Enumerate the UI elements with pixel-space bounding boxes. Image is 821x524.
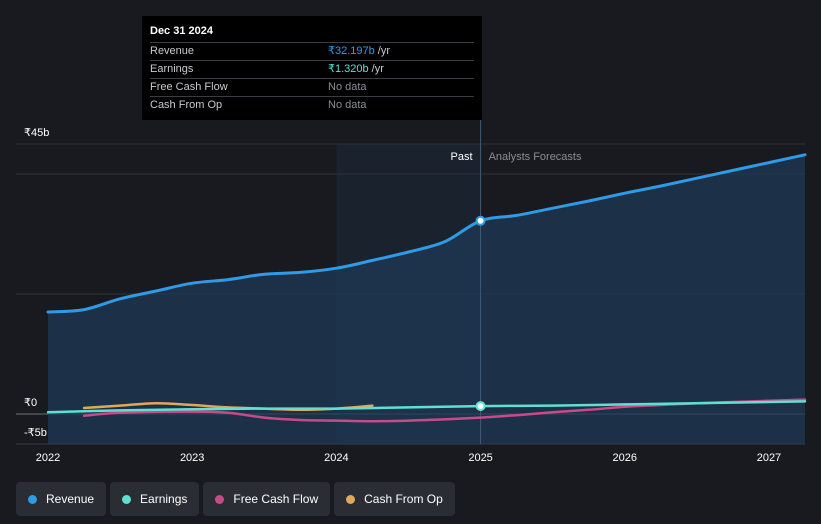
tooltip-row-cash-from-op: Cash From Op No data <box>150 96 474 114</box>
tooltip-panel: Dec 31 2024 Revenue ₹32.197b /yr Earning… <box>142 16 482 120</box>
marker-earnings <box>475 401 486 412</box>
x-tick-label: 2022 <box>36 452 60 464</box>
tooltip-row-revenue: Revenue ₹32.197b /yr <box>150 42 474 60</box>
legend-item-earnings[interactable]: Earnings <box>110 482 200 516</box>
revenue-area <box>48 154 805 445</box>
tooltip-date: Dec 31 2024 <box>150 25 213 37</box>
x-tick-label: 2023 <box>180 452 204 464</box>
tooltip-label: Free Cash Flow <box>150 81 228 93</box>
tooltip-unit: /yr <box>371 63 384 75</box>
series-line-revenue <box>46 153 807 314</box>
legend-item-revenue[interactable]: Revenue <box>16 482 107 516</box>
tooltip-label: Revenue <box>150 45 195 57</box>
tooltip-unit: /yr <box>377 45 390 57</box>
tooltip-value: ₹1.320b <box>328 63 369 75</box>
x-tick-label: 2025 <box>468 452 492 464</box>
legend: Revenue Earnings Free Cash Flow Cash Fro… <box>16 482 455 516</box>
x-tick-label: 2026 <box>613 452 637 464</box>
tooltip-label: Cash From Op <box>150 99 223 111</box>
legend-item-free-cash-flow[interactable]: Free Cash Flow <box>203 482 331 516</box>
tooltip-row-earnings: Earnings ₹1.320b /yr <box>150 60 474 78</box>
tooltip-value: ₹32.197b <box>328 45 375 57</box>
legend-label: Free Cash Flow <box>233 492 319 506</box>
earnings-dot-icon <box>122 494 132 504</box>
y-tick-label: ₹45b <box>24 127 49 139</box>
tooltip-value: No data <box>328 99 367 111</box>
marker-revenue <box>475 215 486 226</box>
legend-label: Earnings <box>140 492 188 506</box>
x-tick-label: 2024 <box>324 452 348 464</box>
tooltip-label: Earnings <box>150 63 194 75</box>
past-label: Past <box>451 151 473 163</box>
legend-label: Revenue <box>46 492 95 506</box>
x-tick-label: 2027 <box>757 452 781 464</box>
legend-label: Cash From Op <box>364 492 443 506</box>
legend-item-cash-from-op[interactable]: Cash From Op <box>334 482 455 516</box>
cash-from-op-dot-icon <box>346 494 356 504</box>
series-line-earnings <box>46 400 807 414</box>
y-tick-label: ₹0 <box>24 397 37 409</box>
revenue-dot-icon <box>28 494 37 504</box>
tooltip-row-free-cash-flow: Free Cash Flow No data <box>150 78 474 96</box>
y-tick-label: -₹5b <box>24 427 47 439</box>
tooltip-value: No data <box>328 81 367 93</box>
forecast-label: Analysts Forecasts <box>489 151 582 163</box>
free-cash-flow-dot-icon <box>215 494 225 504</box>
